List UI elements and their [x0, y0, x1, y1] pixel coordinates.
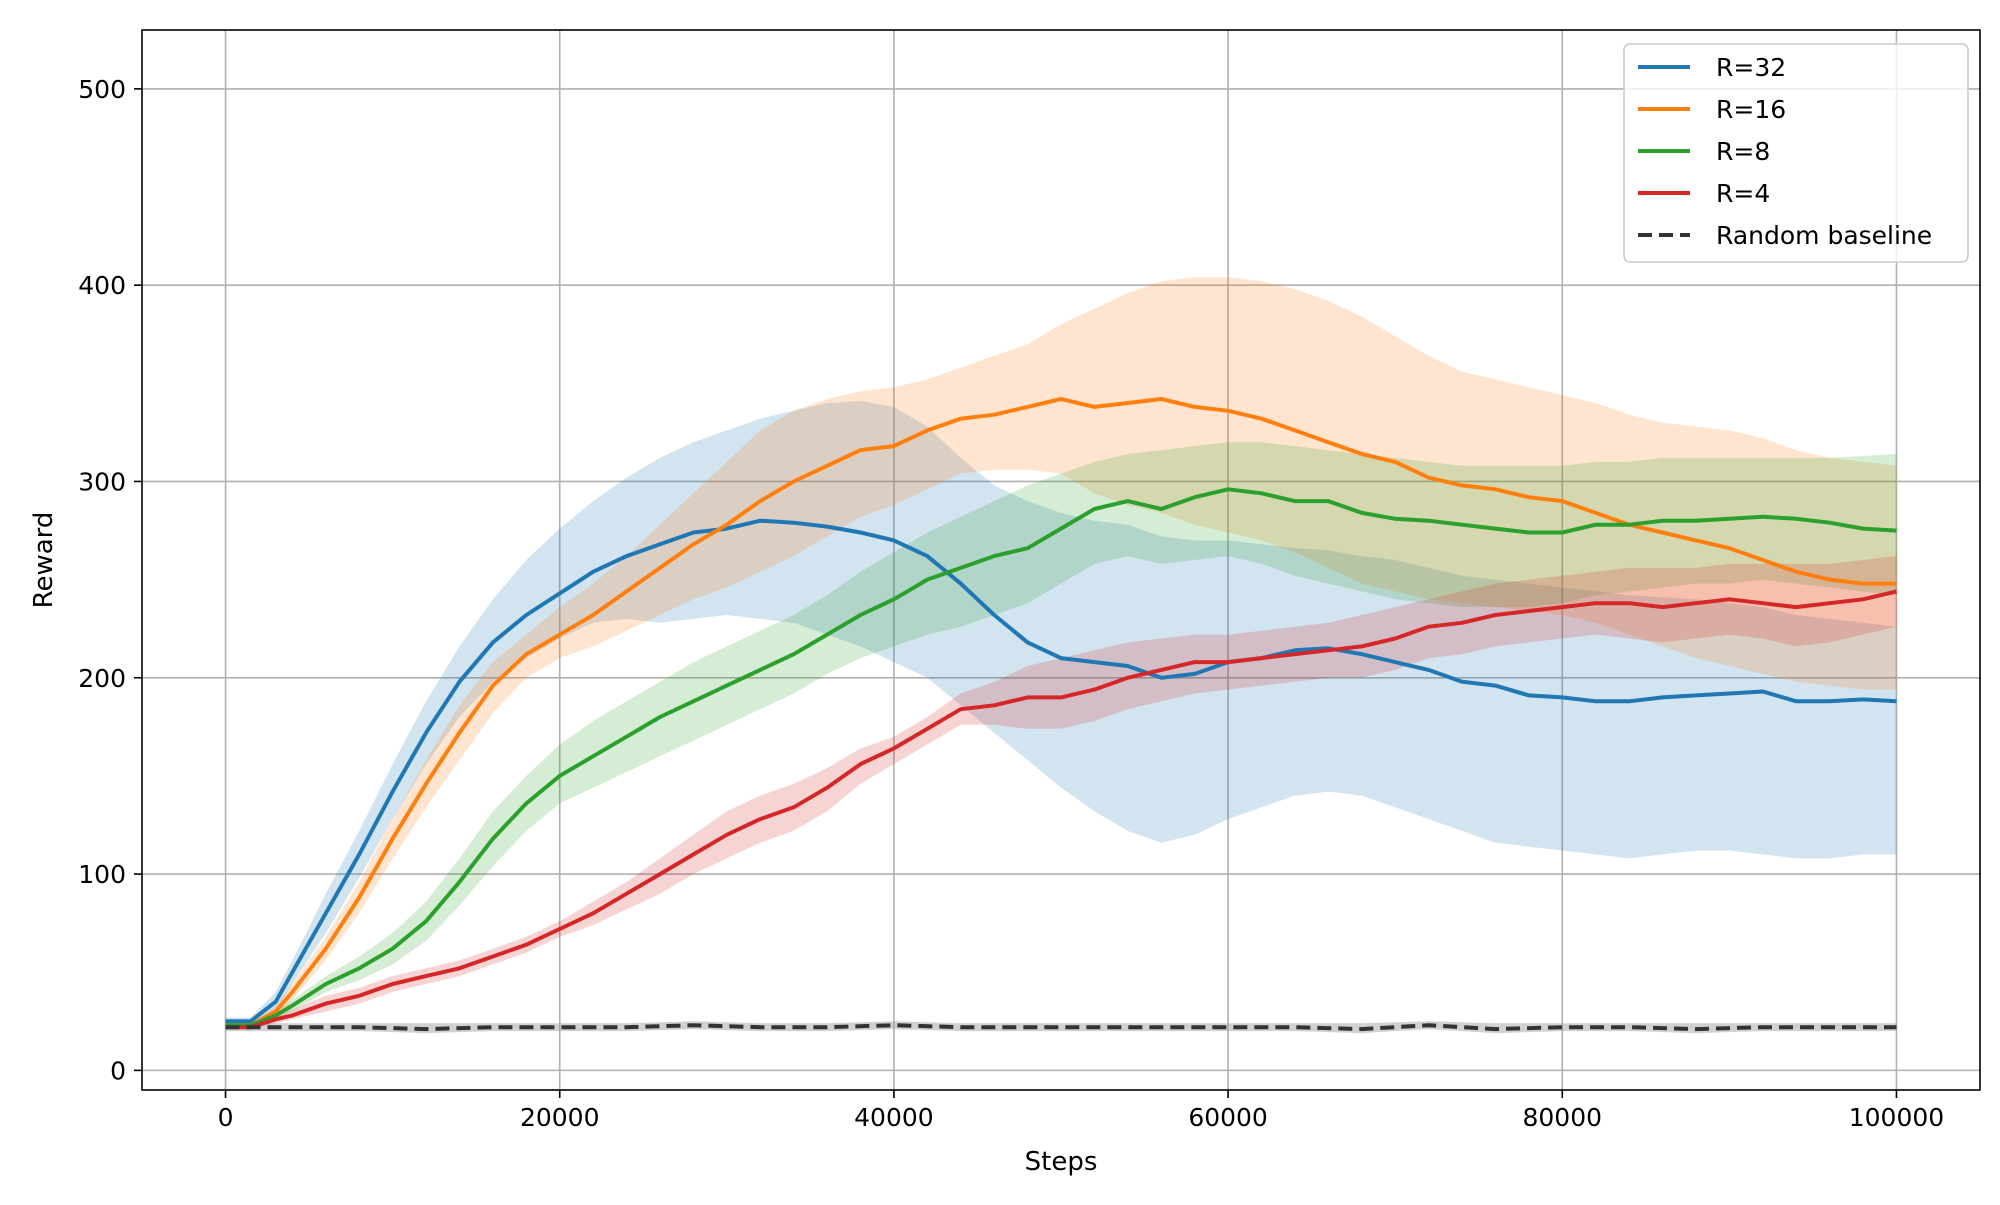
y-tick-label: 300 — [78, 467, 126, 496]
line-r-4 — [225, 589, 1897, 1030]
legend-box — [1623, 43, 1969, 263]
band-layer — [225, 277, 1897, 1034]
y-tick-label: 400 — [78, 271, 126, 300]
line-random-baseline — [225, 1023, 1897, 1032]
tick-layer: 0 20000 40000 60000 80000 100000 0 100 200 300 400… — [78, 75, 1944, 1132]
legend: R=32 R=16 R=8 R=4 Random baseline — [1623, 43, 1969, 263]
y-tick-label: 500 — [78, 75, 126, 104]
band-r-32 — [225, 401, 1897, 1026]
x-tick-label: 100000 — [1849, 1103, 1944, 1132]
plot-frame — [141, 29, 1981, 1091]
y-tick-label: 200 — [78, 664, 126, 693]
line-r-8 — [225, 487, 1897, 1028]
line-layer — [225, 397, 1897, 1032]
legend-label-random-baseline: Random baseline — [1716, 221, 1932, 250]
x-tick-label: 80000 — [1523, 1103, 1603, 1132]
x-tick-label: 60000 — [1188, 1103, 1268, 1132]
band-r-4 — [225, 556, 1897, 1030]
legend-label-r-4: R=4 — [1716, 179, 1770, 208]
x-tick-label: 20000 — [520, 1103, 600, 1132]
line-r-16 — [225, 397, 1897, 1028]
x-axis-title: Steps — [1025, 1147, 1098, 1177]
y-tick-label: 100 — [78, 860, 126, 889]
legend-label-r-32: R=32 — [1716, 53, 1786, 82]
legend-label-r-8: R=8 — [1716, 137, 1770, 166]
line-r-32 — [225, 518, 1897, 1024]
x-tick-label: 40000 — [854, 1103, 934, 1132]
y-axis-title: Reward — [29, 512, 59, 609]
y-tick-label: 0 — [110, 1056, 126, 1085]
band-random-baseline — [225, 1021, 1897, 1034]
band-r-16 — [225, 277, 1897, 1028]
legend-label-r-16: R=16 — [1716, 95, 1786, 124]
band-r-8 — [225, 442, 1897, 1028]
x-tick-label: 0 — [218, 1103, 234, 1132]
